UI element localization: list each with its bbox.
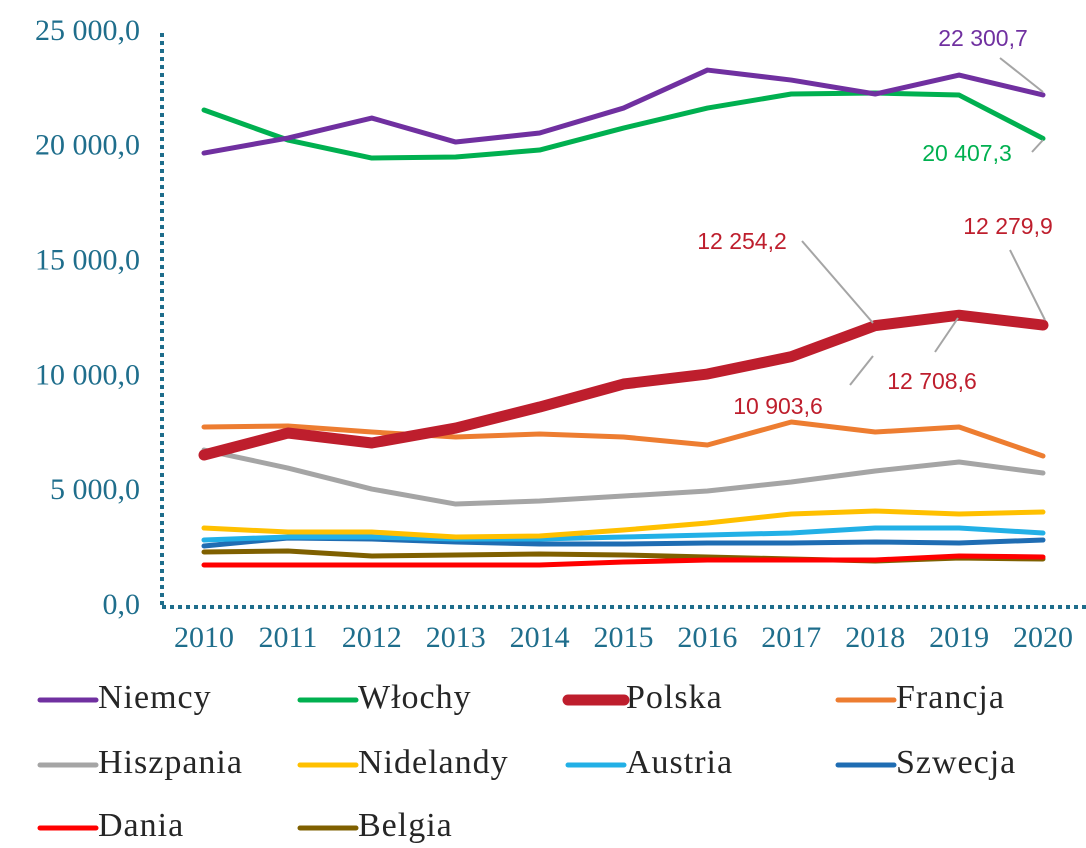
y-tick-label: 20 000,0: [35, 129, 140, 162]
legend-label: Dania: [98, 807, 184, 844]
leader-line: [934, 317, 959, 353]
legend-label: Włochy: [358, 679, 472, 716]
data-label: 12 279,9: [963, 213, 1053, 239]
x-tick-label: 2020: [1013, 621, 1073, 654]
y-tick-label: 10 000,0: [35, 358, 140, 391]
y-tick-label: 0,0: [103, 588, 141, 621]
series-line: [198, 309, 1049, 461]
leader-line: [999, 57, 1044, 93]
data-label: 12 708,6: [887, 368, 977, 394]
leader-line: [1009, 249, 1046, 321]
series-line: [201, 419, 1046, 459]
legend-label: Szwecja: [896, 744, 1016, 781]
legend-label: Niemcy: [98, 679, 212, 716]
series-line: [201, 447, 1046, 507]
x-tick-label: 2018: [845, 621, 905, 654]
data-label: 20 407,3: [922, 140, 1012, 166]
x-tick-label: 2013: [426, 621, 486, 654]
x-tick-label: 2010: [174, 621, 234, 654]
x-tick-label: 2011: [258, 621, 317, 654]
legend-label: Hiszpania: [98, 744, 243, 781]
x-tick-label: 2017: [761, 621, 821, 654]
legend-label: Polska: [626, 679, 723, 716]
y-tick-label: 5 000,0: [50, 473, 140, 506]
data-label: 12 254,2: [697, 228, 787, 254]
series-line: [201, 90, 1046, 161]
leader-line: [801, 240, 874, 324]
y-tick-label: 25 000,0: [35, 14, 140, 47]
legend-label: Francja: [896, 679, 1005, 716]
y-tick-label: 15 000,0: [35, 243, 140, 276]
legend-label: Belgia: [358, 807, 453, 844]
series-line: [201, 67, 1046, 156]
x-tick-label: 2015: [594, 621, 654, 654]
series-line: [201, 508, 1046, 540]
x-tick-label: 2014: [510, 621, 570, 654]
legend-label: Nidelandy: [358, 744, 509, 781]
series-line: [201, 553, 1046, 568]
x-tick-label: 2019: [929, 621, 989, 654]
data-label: 10 903,6: [733, 393, 823, 419]
data-label: 22 300,7: [938, 25, 1028, 51]
leader-line: [1031, 139, 1044, 153]
series-line: [201, 525, 1046, 543]
legend-label: Austria: [626, 744, 733, 781]
leader-line: [849, 355, 874, 386]
x-tick-label: 2012: [342, 621, 402, 654]
x-tick-label: 2016: [677, 621, 737, 654]
